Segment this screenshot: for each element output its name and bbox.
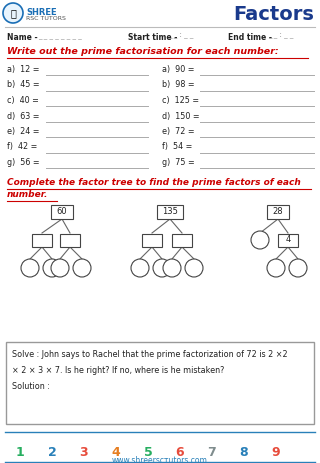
FancyBboxPatch shape [157,205,183,219]
Text: 9: 9 [272,446,280,459]
Text: www.shreerscтutors.com: www.shreerscтutors.com [112,456,208,463]
Circle shape [185,259,203,277]
Circle shape [289,259,307,277]
Text: SHREE: SHREE [26,8,57,17]
Text: e)  24 =: e) 24 = [7,127,39,136]
Text: 3: 3 [80,446,88,459]
Text: 5: 5 [144,446,152,459]
Circle shape [251,231,269,249]
FancyBboxPatch shape [51,205,73,219]
Text: 1: 1 [16,446,24,459]
Circle shape [267,259,285,277]
Circle shape [21,259,39,277]
FancyBboxPatch shape [60,233,80,246]
Text: b)  98 =: b) 98 = [162,81,195,89]
FancyBboxPatch shape [172,233,192,246]
FancyBboxPatch shape [32,233,52,246]
Text: 4: 4 [112,446,120,459]
Text: e)  72 =: e) 72 = [162,127,195,136]
Text: Solution :: Solution : [12,382,50,391]
Text: 60: 60 [57,207,67,217]
Text: 7: 7 [208,446,216,459]
FancyBboxPatch shape [142,233,162,246]
Text: a)  90 =: a) 90 = [162,65,195,74]
Text: 2: 2 [48,446,56,459]
Text: Complete the factor tree to find the prime factors of each: Complete the factor tree to find the pri… [7,178,301,187]
Text: 4: 4 [285,236,291,244]
Text: a)  12 =: a) 12 = [7,65,39,74]
Text: d)  63 =: d) 63 = [7,112,39,120]
Text: g)  75 =: g) 75 = [162,158,195,167]
Text: _ _ _ _ _ _ _ _: _ _ _ _ _ _ _ _ [38,33,82,39]
Text: 8: 8 [240,446,248,459]
Text: b)  45 =: b) 45 = [7,81,40,89]
Text: 135: 135 [162,207,178,217]
Text: number.: number. [7,190,48,199]
Text: Write out the prime factorisation for each number:: Write out the prime factorisation for ea… [7,47,279,56]
Text: f)  42 =: f) 42 = [7,143,37,151]
Text: 🐦: 🐦 [10,8,16,18]
Text: c)  125 =: c) 125 = [162,96,199,105]
Text: f)  54 =: f) 54 = [162,143,192,151]
Text: c)  40 =: c) 40 = [7,96,39,105]
Circle shape [3,3,23,23]
Text: End time -: End time - [228,33,272,42]
Circle shape [43,259,61,277]
Circle shape [153,259,171,277]
Circle shape [163,259,181,277]
Text: 6: 6 [176,446,184,459]
Text: 28: 28 [273,207,283,217]
Text: Name -: Name - [7,33,38,42]
Text: Start time -: Start time - [128,33,177,42]
Text: × 2 × 3 × 7. Is he right? If no, where is he mistaken?: × 2 × 3 × 7. Is he right? If no, where i… [12,366,224,375]
Text: _ _ : _ _: _ _ : _ _ [268,33,293,39]
Circle shape [51,259,69,277]
Text: RSC TUTORS: RSC TUTORS [26,16,66,21]
Text: _ _ : _ _: _ _ : _ _ [168,33,193,39]
FancyBboxPatch shape [278,233,298,246]
Text: g)  56 =: g) 56 = [7,158,40,167]
Text: Solve : John says to Rachel that the prime factorization of 72 is 2 ×2: Solve : John says to Rachel that the pri… [12,350,288,359]
Circle shape [131,259,149,277]
FancyBboxPatch shape [267,205,289,219]
FancyBboxPatch shape [6,342,314,424]
Text: d)  150 =: d) 150 = [162,112,200,120]
Text: Factors: Factors [233,5,314,24]
Circle shape [73,259,91,277]
